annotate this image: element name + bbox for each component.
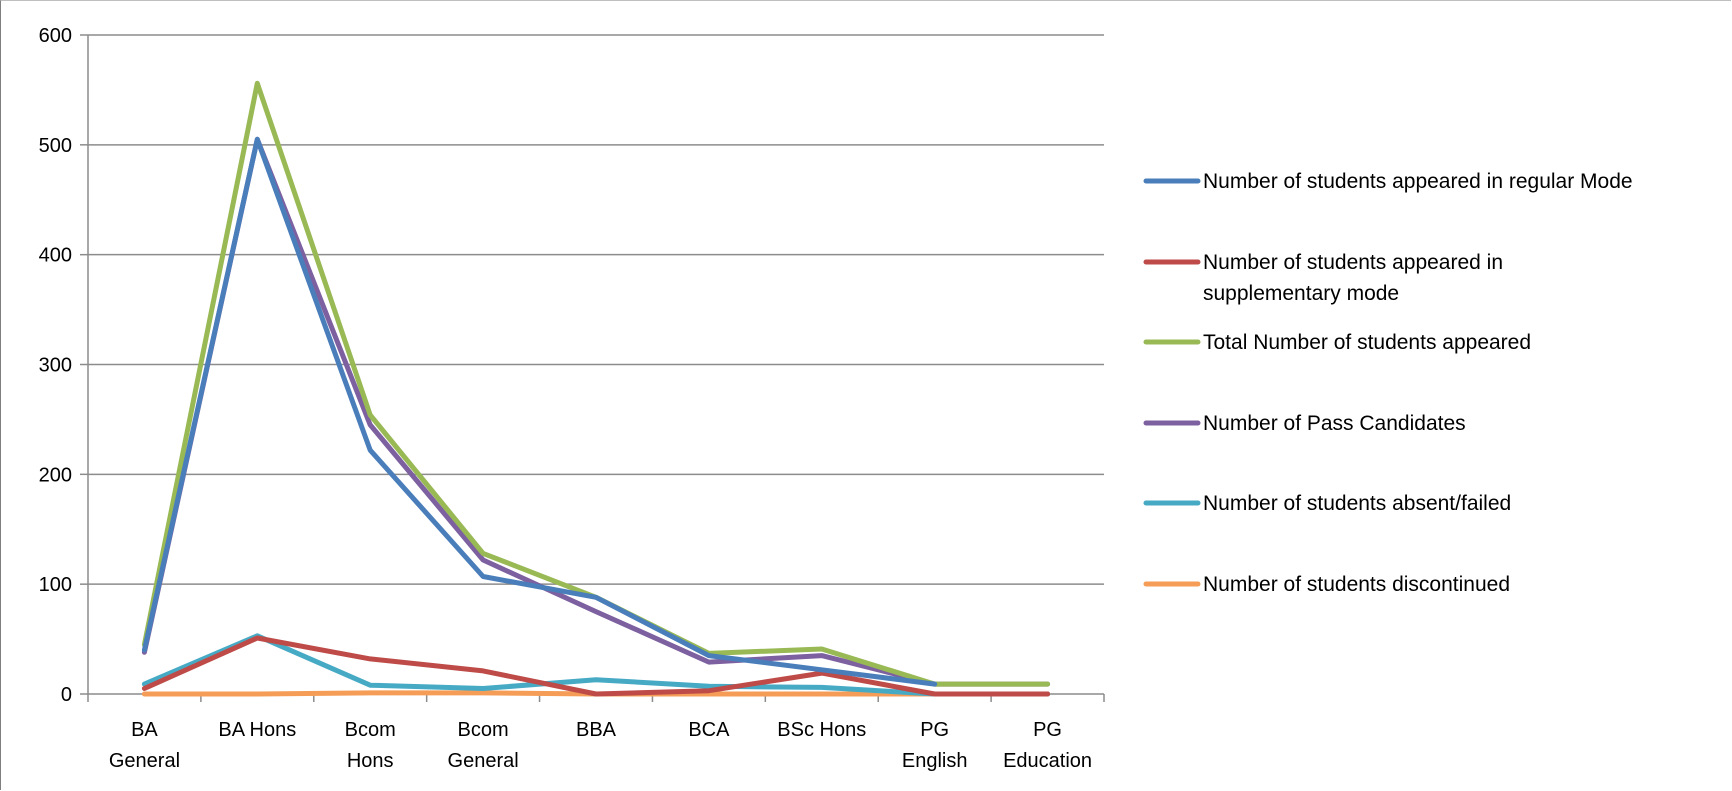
legend-label-6: Number of students discontinued [1203,573,1510,596]
legend-label-4: Number of Pass Candidates [1203,412,1466,435]
x-tick-label: Bcom General [448,719,519,772]
series-line-4 [141,136,1051,687]
series-lines [141,80,1051,697]
x-tick-label-line: BSc Hons [777,719,866,741]
x-tick-label: Bcom Hons [345,719,396,772]
legend-label-3: Total Number of students appeared [1203,331,1531,354]
x-tick-label-line: General [109,750,180,772]
x-tick-label-line: Bcom [345,719,396,741]
series-line-3 [141,80,1051,687]
legend: Number of students appeared in regular M… [1143,170,1633,596]
legend-label-line: supplementary mode [1203,282,1399,305]
x-tick-label-line: PG [1033,719,1062,741]
x-tick-label: BSc Hons [777,719,866,741]
x-tick-label: BCA [688,719,730,741]
x-tick-label: PG English [902,719,968,772]
x-tick-label-line: Hons [347,750,394,772]
legend-label-line: Number of students discontinued [1203,573,1510,596]
legend-label-line: Number of students appeared in regular M… [1203,170,1633,193]
axes: 0 100 200 300 400 500 600 BA General BA Hons Bcom H… [39,25,1105,772]
x-tick-label-line: BA [131,719,158,741]
y-tick-label: 600 [39,25,72,47]
x-tick-label-line: General [448,750,519,772]
y-tick-label: 200 [39,464,72,486]
y-tick-label: 500 [39,135,72,157]
y-tick-label: 100 [39,574,72,596]
legend-label-2: Number of students appeared in supplement… [1203,251,1503,305]
x-tick-label-line: BCA [688,719,730,741]
series-line-2 [141,635,1051,697]
y-tick-label: 300 [39,355,72,377]
legend-label-line: Total Number of students appeared [1203,331,1531,354]
x-tick-label-line: Education [1003,750,1092,772]
legend-label-line: Number of students absent/failed [1203,492,1511,515]
x-tick-label-line: BA Hons [218,719,296,741]
legend-label-5: Number of students absent/failed [1203,492,1511,515]
x-tick-label: PG Education [1003,719,1092,772]
x-tick-label-line: English [902,750,968,772]
legend-label-line: Number of Pass Candidates [1203,412,1466,435]
series-line-1 [141,136,938,687]
y-tick-label: 400 [39,245,72,267]
legend-label-line: Number of students appeared in [1203,251,1503,274]
legend-label-1: Number of students appeared in regular M… [1203,170,1633,193]
y-tick-label: 0 [61,684,72,706]
gridlines [88,34,1104,585]
x-tick-label-line: BBA [576,719,617,741]
x-tick-label: BA General [109,719,180,772]
x-tick-label-line: PG [920,719,949,741]
x-tick-label: BA Hons [218,719,296,741]
x-tick-label: BBA [576,719,617,741]
x-tick-label-line: Bcom [458,719,509,741]
series-line-5 [141,633,1051,697]
